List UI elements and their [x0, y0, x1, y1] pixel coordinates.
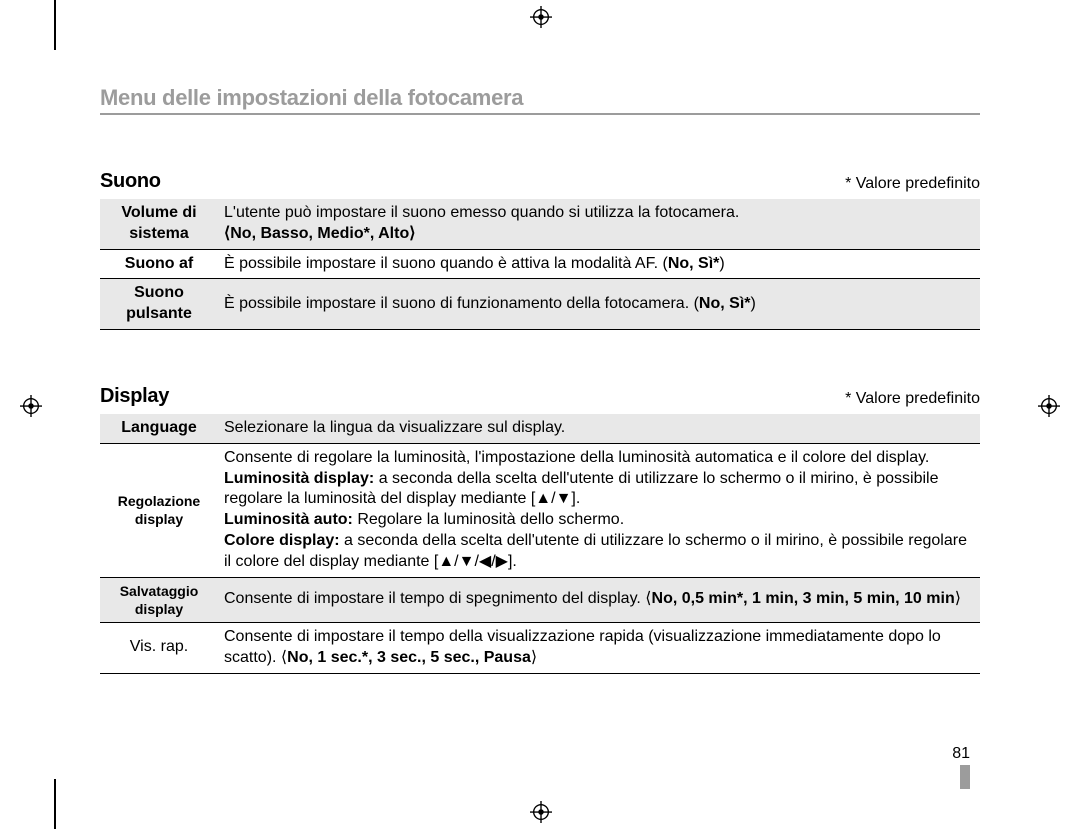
section-sound: Suono * Valore predefinito Volume di sis… — [100, 170, 980, 330]
setting-label: Volume di sistema — [100, 199, 220, 249]
table-row: Regolazione display Consente di regolare… — [100, 443, 980, 577]
page-title: Menu delle impostazioni della fotocamera — [100, 85, 980, 115]
setting-desc: È possibile impostare il suono quando è … — [220, 249, 980, 279]
section-sound-title: Suono — [100, 170, 161, 193]
registration-mark-icon — [20, 395, 42, 417]
crop-mark — [54, 779, 56, 829]
page-footer: 81 — [952, 745, 970, 789]
registration-mark-icon — [530, 801, 552, 823]
setting-label: Regolazione display — [100, 443, 220, 577]
setting-desc: Selezionare la lingua da visualizzare su… — [220, 414, 980, 443]
table-row: Suono af È possibile impostare il suono … — [100, 249, 980, 279]
default-value-note: * Valore predefinito — [845, 175, 980, 193]
setting-desc: Consente di impostare il tempo della vis… — [220, 622, 980, 673]
table-row: Volume di sistema L'utente può impostare… — [100, 199, 980, 249]
setting-label: Salvataggio display — [100, 577, 220, 622]
sound-settings-table: Volume di sistema L'utente può impostare… — [100, 199, 980, 330]
default-value-note: * Valore predefinito — [845, 390, 980, 408]
setting-desc: L'utente può impostare il suono emesso q… — [220, 199, 980, 249]
setting-desc: È possibile impostare il suono di funzio… — [220, 279, 980, 330]
display-settings-table: Language Selezionare la lingua da visual… — [100, 414, 980, 674]
page-tab-marker — [960, 765, 970, 789]
crop-mark — [54, 0, 56, 50]
page-number: 81 — [952, 745, 970, 763]
registration-mark-icon — [530, 6, 552, 28]
section-display-title: Display — [100, 385, 169, 408]
setting-label: Language — [100, 414, 220, 443]
setting-label: Vis. rap. — [100, 622, 220, 673]
section-display: Display * Valore predefinito Language Se… — [100, 385, 980, 674]
setting-label: Suono af — [100, 249, 220, 279]
table-row: Suono pulsante È possibile impostare il … — [100, 279, 980, 330]
table-row: Vis. rap. Consente di impostare il tempo… — [100, 622, 980, 673]
setting-desc: Consente di regolare la luminosità, l'im… — [220, 443, 980, 577]
setting-label: Suono pulsante — [100, 279, 220, 330]
table-row: Salvataggio display Consente di impostar… — [100, 577, 980, 622]
setting-desc: Consente di impostare il tempo di spegni… — [220, 577, 980, 622]
table-row: Language Selezionare la lingua da visual… — [100, 414, 980, 443]
registration-mark-icon — [1038, 395, 1060, 417]
